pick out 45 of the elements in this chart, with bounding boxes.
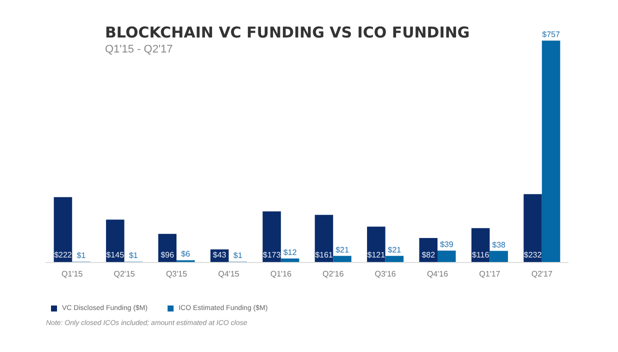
bar — [106, 220, 124, 262]
x-tick-label: Q1'15 — [62, 270, 84, 278]
chart-title: BLOCKCHAIN VC FUNDING VS ICO FUNDING — [105, 24, 470, 42]
x-tick-label: Q3'15 — [166, 270, 188, 278]
bar — [280, 258, 300, 262]
data-label: $1 — [233, 251, 243, 260]
x-tick-label: Q2'17 — [531, 270, 553, 278]
bar — [367, 226, 386, 262]
data-label: $96 — [160, 250, 175, 260]
x-tick-label: Q4'15 — [218, 270, 240, 278]
bar — [524, 194, 542, 262]
bar — [262, 211, 281, 262]
bar — [314, 214, 334, 262]
bar — [438, 250, 456, 262]
data-label: $6 — [181, 250, 191, 259]
bar — [54, 197, 72, 262]
data-label: $1 — [76, 251, 86, 260]
data-label: $116 — [472, 250, 490, 260]
data-label: $43 — [212, 250, 227, 260]
data-label: $757 — [542, 30, 560, 40]
x-tick-label: Q4'16 — [426, 270, 449, 278]
bar — [542, 40, 560, 262]
data-label: $161 — [315, 250, 334, 260]
data-label: $173 — [262, 250, 282, 260]
x-tick-label: Q3'16 — [374, 270, 396, 278]
data-label: $39 — [440, 240, 454, 250]
bar — [158, 234, 176, 262]
bar — [333, 256, 352, 262]
data-label: $82 — [422, 250, 436, 260]
chart-subtitle: Q1'15 - Q2'17 — [105, 44, 173, 56]
bar — [385, 256, 404, 262]
data-label: $121 — [367, 250, 386, 260]
x-tick-label: Q2'16 — [322, 270, 344, 278]
x-tick-label: Q1'17 — [479, 270, 501, 278]
data-label: $232 — [524, 250, 542, 260]
data-label: $1 — [128, 251, 138, 260]
bar — [490, 250, 508, 262]
data-label: $38 — [492, 240, 506, 250]
x-tick-label: Q2'15 — [114, 270, 136, 278]
data-label: $145 — [106, 250, 125, 260]
data-label: $12 — [283, 248, 298, 257]
data-label: $21 — [388, 245, 402, 254]
x-tick-label: Q1'16 — [270, 270, 292, 278]
data-label: $222 — [54, 250, 72, 260]
data-label: $21 — [336, 245, 350, 254]
